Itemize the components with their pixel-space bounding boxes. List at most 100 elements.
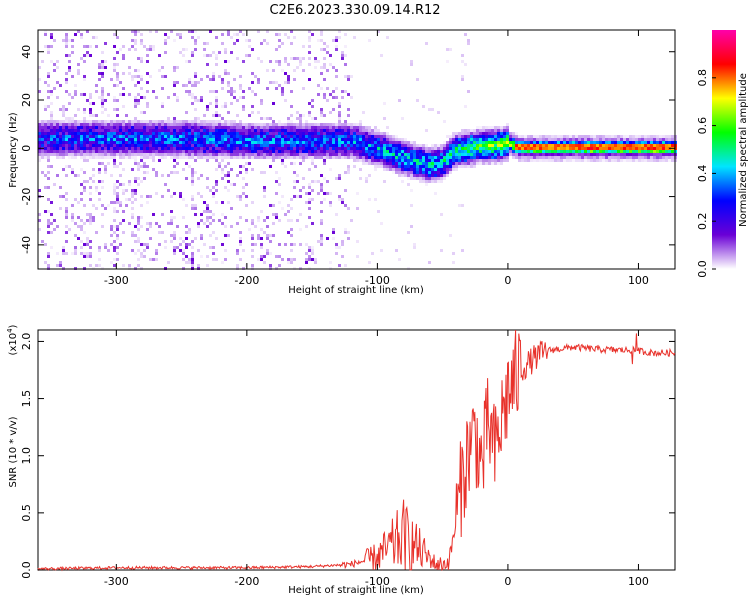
heatmap-cell [65, 54, 68, 57]
heatmap-cell [77, 108, 80, 111]
heatmap-cell [638, 150, 641, 153]
heatmap-cell [251, 81, 254, 84]
heatmap-cell [296, 147, 299, 150]
heatmap-cell [185, 90, 188, 93]
heatmap-cell [422, 150, 425, 153]
heatmap-cell [113, 246, 116, 249]
heatmap-cell [173, 135, 176, 138]
heatmap-cell [134, 117, 137, 120]
heatmap-cell [437, 153, 440, 156]
heatmap-cell [212, 252, 215, 255]
heatmap-cell [536, 141, 539, 144]
heatmap-cell [167, 141, 170, 144]
heatmap-cell [53, 150, 56, 153]
heatmap-cell [239, 132, 242, 135]
heatmap-cell [347, 207, 350, 210]
heatmap-cell [260, 42, 263, 45]
heatmap-cell [230, 51, 233, 54]
heatmap-cell [251, 168, 254, 171]
heatmap-cell [89, 120, 92, 123]
heatmap-cell [656, 135, 659, 138]
heatmap-cell [152, 123, 155, 126]
heatmap-cell [506, 153, 509, 156]
heatmap-cell [458, 156, 461, 159]
heatmap-cell [440, 249, 443, 252]
heatmap-cell [473, 156, 476, 159]
heatmap-cell [83, 150, 86, 153]
heatmap-cell [182, 144, 185, 147]
heatmap-cell [65, 129, 68, 132]
heatmap-cell [254, 129, 257, 132]
heatmap-cell [236, 156, 239, 159]
heatmap-cell [572, 135, 575, 138]
heatmap-cell [98, 156, 101, 159]
heatmap-cell [134, 159, 137, 162]
heatmap-cell [122, 72, 125, 75]
heatmap-cell [341, 123, 344, 126]
heatmap-cell [116, 186, 119, 189]
heatmap-cell [392, 141, 395, 144]
heatmap-cell [95, 120, 98, 123]
heatmap-cell [512, 150, 515, 153]
heatmap-cell [140, 39, 143, 42]
heatmap-cell [278, 63, 281, 66]
heatmap-cell [383, 141, 386, 144]
heatmap-cell [476, 141, 479, 144]
heatmap-cell [638, 159, 641, 162]
heatmap-cell [416, 162, 419, 165]
heatmap-cell [527, 159, 530, 162]
heatmap-cell [497, 156, 500, 159]
heatmap-cell [344, 171, 347, 174]
heatmap-cell [593, 138, 596, 141]
heatmap-cell [131, 192, 134, 195]
heatmap-cell [170, 195, 173, 198]
heatmap-cell [68, 141, 71, 144]
heatmap-cell [140, 147, 143, 150]
heatmap-cell [113, 84, 116, 87]
heatmap-cell [47, 132, 50, 135]
heatmap-cell [368, 144, 371, 147]
heatmap-cell [176, 246, 179, 249]
heatmap-cell [269, 204, 272, 207]
heatmap-cell [239, 150, 242, 153]
heatmap-cell [263, 189, 266, 192]
heatmap-cell [44, 210, 47, 213]
heatmap-cell [461, 138, 464, 141]
heatmap-cell [173, 156, 176, 159]
heatmap-cell [308, 135, 311, 138]
heatmap-cell [497, 153, 500, 156]
heatmap-cell [452, 141, 455, 144]
heatmap-cell [305, 141, 308, 144]
heatmap-cell [212, 75, 215, 78]
heatmap-cell [158, 123, 161, 126]
heatmap-cell [404, 174, 407, 177]
heatmap-cell [155, 153, 158, 156]
heatmap-cell [80, 147, 83, 150]
heatmap-cell [647, 135, 650, 138]
heatmap-cell [233, 156, 236, 159]
heatmap-cell [86, 219, 89, 222]
heatmap-cell [554, 141, 557, 144]
heatmap-cell [608, 141, 611, 144]
heatmap-cell [140, 156, 143, 159]
heatmap-cell [593, 147, 596, 150]
heatmap-cell [143, 111, 146, 114]
heatmap-cell [92, 150, 95, 153]
heatmap-cell [437, 162, 440, 165]
heatmap-cell [368, 147, 371, 150]
heatmap-cell [344, 90, 347, 93]
heatmap-cell [170, 30, 173, 33]
heatmap-cell [260, 147, 263, 150]
heatmap-cell [62, 126, 65, 129]
heatmap-cell [380, 162, 383, 165]
heatmap-cell [98, 138, 101, 141]
heatmap-cell [293, 57, 296, 60]
heatmap-cell [50, 126, 53, 129]
heatmap-cell [104, 141, 107, 144]
heatmap-cell [230, 168, 233, 171]
heatmap-cell [524, 144, 527, 147]
heatmap-cell [479, 126, 482, 129]
heatmap-cell [464, 63, 467, 66]
heatmap-cell [68, 150, 71, 153]
heatmap-cell [89, 102, 92, 105]
